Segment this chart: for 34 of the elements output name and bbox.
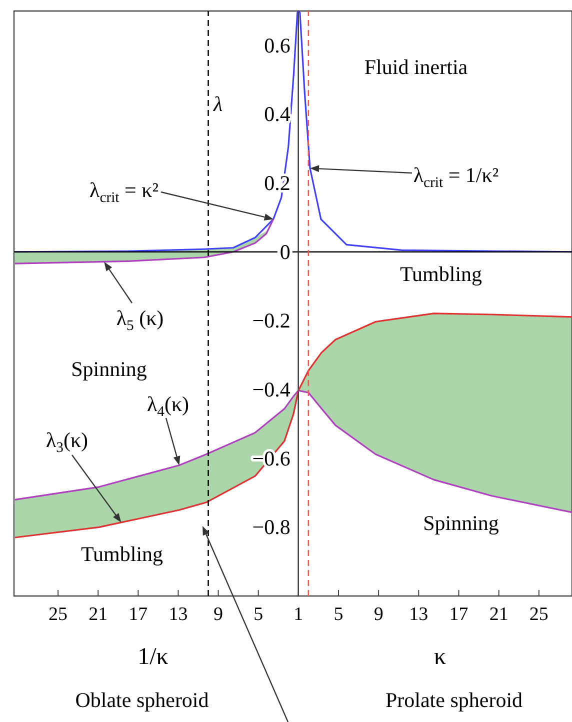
annotation: Fluid inertia [364, 55, 468, 79]
x-tick-label: 13 [409, 604, 428, 625]
annotation: λ$_{5}$ (κ) [116, 306, 164, 334]
annotation: Tumbling [80, 542, 164, 566]
x-tick-label: 9 [214, 604, 224, 625]
y-tick-label: −0.2 [252, 308, 290, 333]
y-axis-title: λ [212, 92, 223, 116]
x-tick-label: 5 [254, 604, 264, 625]
x-tick-label: 13 [168, 604, 188, 625]
x-axis-title: 1/κ [138, 644, 168, 670]
y-tick-label: 0 [280, 240, 290, 264]
x-tick-label: 9 [374, 604, 384, 625]
annotation: Spinning [71, 357, 148, 381]
x-tick-label: 25 [529, 604, 548, 625]
x-axis-title: κ [434, 644, 446, 670]
y-tick-label: −0.8 [252, 515, 290, 540]
text: Oblate spheroid [75, 688, 210, 712]
annotation: λ$_{crit}$ = κ² [90, 178, 158, 206]
x-tick-label: 17 [449, 604, 468, 625]
annotation: Spinning [423, 511, 500, 535]
x-tick-label: 17 [128, 604, 148, 625]
text: Prolate spheroid [385, 688, 524, 712]
x-tick-label: 25 [48, 604, 68, 625]
x-tick-label: 5 [334, 604, 344, 625]
y-tick-label: 0.6 [264, 33, 290, 58]
annotation: Tumbling [400, 262, 483, 286]
y-tick-label: 0.4 [264, 102, 291, 126]
x-tick-label: 1 [294, 604, 304, 625]
x-tick-label: 21 [489, 604, 508, 625]
annotation: λ$_{crit}$ = 1/κ² [413, 163, 499, 191]
y-tick-label: −0.4 [252, 378, 291, 402]
annotation: λ$_{3}$(κ) [46, 428, 88, 456]
annotation: λ$_{4}$(κ) [146, 392, 190, 420]
x-tick-label: 21 [88, 604, 108, 625]
